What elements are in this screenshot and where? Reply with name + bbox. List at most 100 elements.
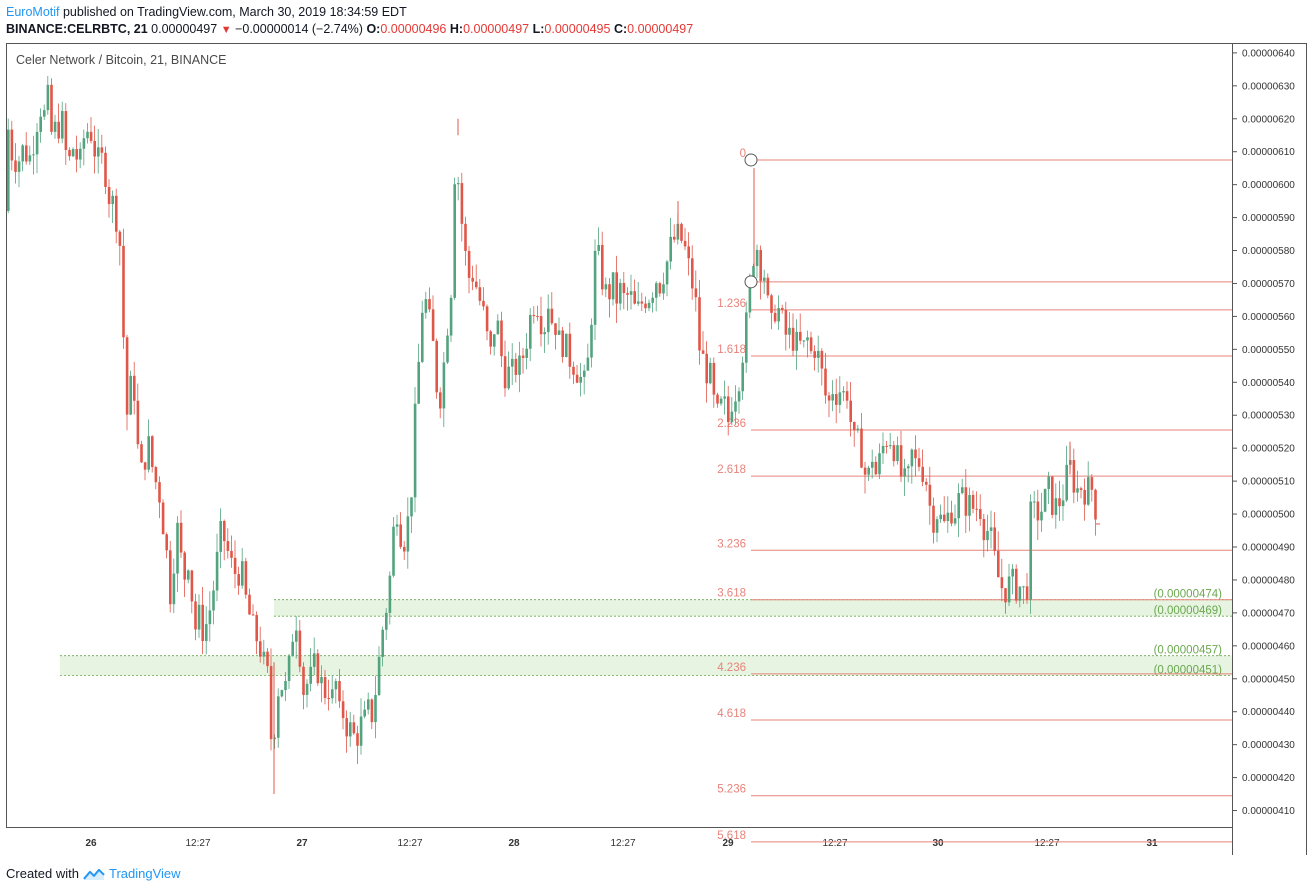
author-link[interactable]: EuroMotif: [6, 5, 60, 19]
x-tick-label: 28: [508, 838, 520, 849]
candle-body: [914, 449, 917, 459]
candle-body: [309, 666, 312, 684]
x-tick-label: 12:27: [822, 838, 847, 849]
candle-body: [709, 362, 712, 384]
candle-body: [43, 110, 46, 117]
candle-body: [169, 550, 172, 605]
candle-body: [712, 362, 716, 395]
candle-body: [7, 129, 10, 211]
candle-body: [392, 526, 395, 576]
candle-body: [179, 522, 183, 553]
candle-body: [262, 651, 266, 657]
symbol-label: BINANCE:CELRBTC, 21: [6, 22, 148, 36]
candle-body: [975, 508, 978, 510]
fib-level-label: 0: [740, 148, 746, 160]
candle-body: [417, 361, 420, 404]
candle-body: [331, 689, 334, 699]
tradingview-brand[interactable]: TradingView: [108, 866, 181, 881]
candle-body: [1051, 476, 1054, 515]
plot-area: [6, 43, 1233, 828]
candle-body: [464, 223, 467, 251]
candle-body: [82, 138, 86, 149]
candle-body: [482, 300, 485, 307]
candle-body: [550, 308, 554, 324]
candle-body: [244, 561, 248, 595]
high-value: 0.00000497: [463, 22, 530, 36]
candle-body: [424, 299, 428, 313]
y-tick-label: 0.00000470: [1242, 608, 1295, 619]
open-label: O:: [366, 22, 381, 36]
candle-body: [338, 681, 341, 702]
candle-body: [1043, 489, 1047, 512]
candle-body: [575, 374, 579, 383]
candle-body: [493, 334, 496, 347]
candle-body: [1083, 490, 1086, 505]
candle-body: [896, 445, 899, 462]
candle-body: [694, 288, 698, 298]
y-tick-label: 0.00000460: [1242, 641, 1295, 652]
candle-body: [345, 718, 348, 737]
close-value: 0.00000497: [627, 22, 694, 36]
candle-body: [381, 629, 384, 657]
candle-body: [237, 574, 240, 586]
candle-body: [773, 312, 777, 322]
price-chart[interactable]: 0.00000640 0.00000630 0.00000620 0.00000610…: [6, 43, 1307, 855]
candle-body: [435, 340, 438, 393]
candle-body: [1033, 501, 1036, 503]
candle-body: [971, 495, 975, 509]
candle-body: [1054, 498, 1058, 515]
candle-body: [511, 358, 514, 367]
y-tick-label: 0.00000440: [1242, 707, 1295, 718]
candle-body: [701, 350, 705, 354]
candle-body: [431, 309, 435, 341]
publish-info: EuroMotif published on TradingView.com, …: [6, 5, 407, 19]
candle-body: [154, 467, 158, 483]
open-value: 0.00000496: [380, 22, 447, 36]
footer: Created with TradingView: [6, 866, 181, 881]
fib-level-label: 1.618: [717, 344, 746, 356]
candle-body: [539, 316, 543, 335]
candle-body: [626, 293, 629, 295]
candle-body: [86, 131, 89, 139]
candle-body: [532, 314, 536, 317]
candle-body: [295, 630, 298, 642]
candle-body: [25, 145, 28, 162]
candle-body: [874, 461, 878, 475]
y-tick-label: 0.00000410: [1242, 806, 1295, 817]
candle-body: [950, 512, 953, 524]
candle-body: [907, 466, 910, 469]
candle-body: [903, 468, 906, 477]
x-tick-label: 27: [296, 838, 308, 849]
candle-body: [943, 514, 946, 522]
low-label: L:: [532, 22, 545, 36]
candle-body: [269, 666, 273, 740]
candle-body: [899, 445, 903, 477]
candle-body: [651, 297, 654, 303]
candle-body: [467, 250, 471, 278]
candle-body: [111, 195, 114, 205]
candle-body: [989, 527, 993, 531]
candle-body: [741, 362, 744, 392]
candle-body: [147, 436, 150, 470]
y-tick-label: 0.00000640: [1242, 48, 1295, 59]
candle-body: [215, 551, 219, 591]
x-tick-label: 12:27: [397, 838, 422, 849]
candle-body: [100, 147, 104, 153]
candle-body: [853, 421, 856, 431]
candle-body: [1040, 511, 1043, 521]
fib-level-label: 5.236: [717, 784, 746, 796]
candle-body: [611, 272, 615, 300]
candle-body: [557, 330, 561, 335]
candle-body: [979, 509, 982, 520]
candle-body: [842, 391, 845, 393]
candle-body: [543, 332, 546, 335]
candle-body: [107, 186, 111, 205]
candle-body: [845, 391, 849, 401]
candle-body: [1061, 500, 1065, 507]
candle-body: [770, 295, 773, 313]
candle-body: [1036, 501, 1040, 521]
candle-body: [683, 240, 687, 247]
candle-body: [140, 444, 143, 463]
candle-body: [39, 116, 42, 132]
y-tick-label: 0.00000550: [1242, 345, 1295, 356]
